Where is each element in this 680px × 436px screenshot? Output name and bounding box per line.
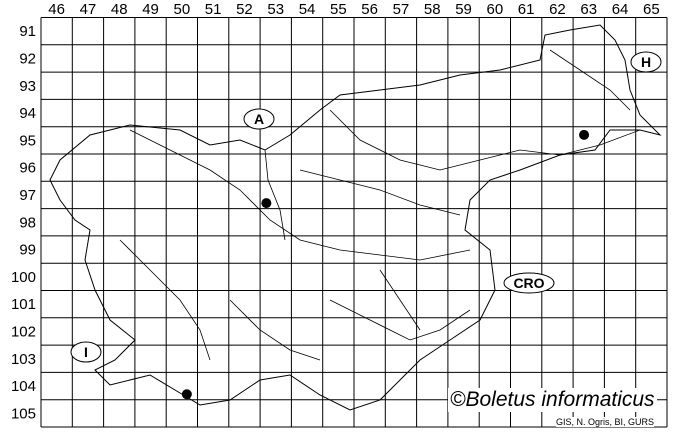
column-label: 47 <box>80 1 97 18</box>
country-label: CRO <box>513 275 544 291</box>
column-label: 46 <box>48 1 65 18</box>
row-label: 102 <box>11 323 36 340</box>
row-label: 105 <box>11 405 36 422</box>
row-label: 95 <box>19 132 36 149</box>
record-dots <box>181 129 590 400</box>
column-label: 65 <box>643 1 660 18</box>
column-label: 58 <box>424 1 441 18</box>
record-dot <box>181 389 192 400</box>
column-label: 59 <box>455 1 472 18</box>
row-label: 94 <box>19 105 36 122</box>
column-label: 56 <box>361 1 378 18</box>
row-label: 93 <box>19 78 36 95</box>
column-label: 54 <box>299 1 316 18</box>
column-label: 51 <box>205 1 222 18</box>
column-label: 60 <box>487 1 504 18</box>
row-label: 97 <box>19 187 36 204</box>
row-label: 104 <box>11 378 36 395</box>
source-text: GIS, N. Ogris, BI, GURS <box>556 417 655 427</box>
country-labels: A H CRO I <box>70 51 662 363</box>
column-label: 55 <box>330 1 347 18</box>
column-label: 53 <box>267 1 284 18</box>
country-label-oval <box>630 51 662 73</box>
column-labels: 46 47 48 49 50 51 52 53 54 55 56 57 58 59 60 61 62 63 64 65 <box>48 1 659 18</box>
column-label: 52 <box>236 1 253 18</box>
column-label: 49 <box>142 1 159 18</box>
country-label-oval <box>503 272 555 294</box>
column-label: 48 <box>111 1 128 18</box>
country-label-oval <box>243 108 275 130</box>
country-label-oval <box>70 341 102 363</box>
row-label: 96 <box>19 160 36 177</box>
grid <box>40 17 668 428</box>
row-label: 101 <box>11 296 36 313</box>
credit-text: ©Boletus informaticus <box>448 388 657 412</box>
row-label: 103 <box>11 351 36 368</box>
row-label: 100 <box>11 269 36 286</box>
country-label: A <box>254 111 264 127</box>
column-label: 63 <box>580 1 597 18</box>
country-label: H <box>641 54 651 70</box>
country-label: I <box>84 344 88 360</box>
row-label: 92 <box>19 50 36 67</box>
row-label: 91 <box>19 23 36 40</box>
rivers <box>119 49 641 361</box>
row-labels: 91 92 93 94 95 96 97 98 99 100 101 102 103 104 105 <box>11 23 36 422</box>
row-label: 99 <box>19 242 36 259</box>
column-label: 50 <box>174 1 191 18</box>
column-label: 61 <box>518 1 535 18</box>
row-label: 98 <box>19 214 36 231</box>
column-label: 62 <box>549 1 566 18</box>
record-dot <box>261 198 272 209</box>
column-label: 57 <box>393 1 410 18</box>
record-dot <box>579 129 590 140</box>
country-border <box>49 24 662 411</box>
column-label: 64 <box>612 1 629 18</box>
